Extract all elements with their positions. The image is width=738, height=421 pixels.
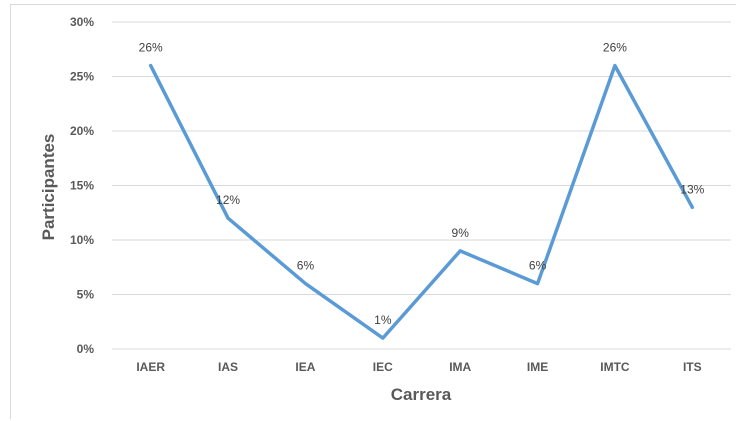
y-tick-label: 20%	[70, 124, 94, 138]
data-label: 12%	[216, 193, 240, 207]
data-label: 9%	[452, 226, 470, 240]
data-label: 26%	[139, 41, 163, 55]
series-line	[148, 63, 695, 340]
data-label: 6%	[297, 259, 315, 273]
data-point	[458, 249, 462, 253]
x-tick-label: IEA	[295, 360, 315, 374]
gridlines	[112, 21, 731, 350]
y-tick-label: 0%	[77, 342, 95, 356]
y-tick-label: 5%	[77, 288, 95, 302]
data-labels: 26% 12% 6% 1% 9% 6% 26% 13%	[139, 41, 705, 328]
x-tick-label: ITS	[683, 360, 702, 374]
y-axis-title: Participantes	[39, 134, 58, 241]
x-tick-label: IME	[527, 360, 548, 374]
data-label: 6%	[529, 259, 547, 273]
y-tick-label: 30%	[70, 15, 94, 29]
x-tick-label: IAER	[136, 360, 165, 374]
chart-frame	[10, 4, 736, 419]
x-tick-labels: IAER IAS IEA IEC IMA IME IMTC ITS	[136, 360, 701, 374]
series-group	[148, 63, 695, 340]
x-tick-label: IMA	[449, 360, 471, 374]
data-point	[226, 216, 230, 220]
data-point	[690, 205, 694, 209]
y-tick-labels: 0% 5% 10% 15% 20% 25% 30%	[70, 15, 94, 356]
data-point	[613, 64, 617, 68]
y-tick-label: 15%	[70, 179, 94, 193]
y-tick-label: 25%	[70, 70, 94, 84]
data-point	[303, 282, 307, 286]
data-label: 13%	[680, 182, 704, 196]
data-label: 1%	[374, 313, 392, 327]
x-tick-label: IEC	[373, 360, 393, 374]
y-tick-label: 10%	[70, 233, 94, 247]
data-point	[149, 64, 153, 68]
data-point	[381, 336, 385, 340]
x-tick-label: IMTC	[600, 360, 630, 374]
data-label: 26%	[603, 41, 627, 55]
x-tick-label: IAS	[218, 360, 238, 374]
x-axis-title: Carrera	[391, 385, 452, 404]
data-point	[536, 282, 540, 286]
